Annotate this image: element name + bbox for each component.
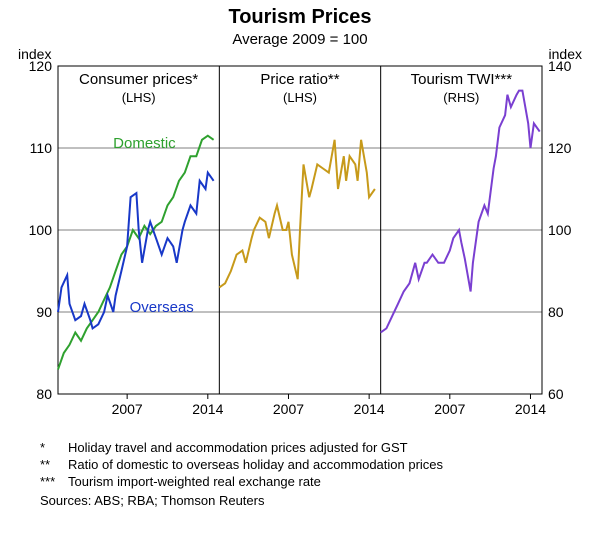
panel-sub: (LHS) (122, 90, 156, 105)
footnote: **Ratio of domestic to overseas holiday … (40, 457, 600, 472)
lhs-tick: 100 (29, 222, 53, 238)
chart-subtitle: Average 2009 = 100 (0, 31, 600, 48)
footnote-mark: * (40, 440, 68, 455)
series-label: Overseas (130, 299, 194, 316)
x-tick: 2007 (434, 401, 465, 417)
rhs-tick: 80 (548, 304, 564, 320)
footnote-text: Ratio of domestic to overseas holiday an… (68, 457, 568, 472)
lhs-tick: 90 (36, 304, 52, 320)
footnote: ***Tourism import-weighted real exchange… (40, 474, 600, 489)
footnote: *Holiday travel and accommodation prices… (40, 440, 600, 455)
footnote-mark: ** (40, 457, 68, 472)
series-ratio (219, 140, 375, 288)
footnote-mark: *** (40, 474, 68, 489)
footnotes: *Holiday travel and accommodation prices… (40, 440, 600, 489)
x-tick: 2014 (354, 401, 385, 417)
panel-title: Consumer prices* (79, 71, 198, 88)
x-tick: 2014 (192, 401, 223, 417)
panel-sub: (LHS) (283, 90, 317, 105)
rhs-tick: 100 (548, 222, 572, 238)
rhs-tick: 60 (548, 386, 564, 402)
panel-sub: (RHS) (443, 90, 479, 105)
series-twi (381, 91, 540, 333)
lhs-tick: 110 (30, 140, 53, 156)
panel-title: Price ratio** (260, 71, 339, 88)
series-label: Domestic (113, 135, 176, 152)
left-axis-label: index (18, 46, 51, 62)
footnote-text: Tourism import-weighted real exchange ra… (68, 474, 568, 489)
chart-title: Tourism Prices (0, 6, 600, 29)
right-axis-label: index (549, 46, 582, 62)
plot-svg: Consumer prices* (LHS) 2007 2014 Domestic Ove… (20, 52, 580, 432)
tourism-prices-chart: Tourism Prices Average 2009 = 100 index … (0, 6, 600, 508)
x-tick: 2014 (515, 401, 546, 417)
x-tick: 2007 (112, 401, 143, 417)
footnote-text: Holiday travel and accommodation prices … (68, 440, 568, 455)
panel-title: Tourism TWI*** (411, 71, 513, 88)
lhs-tick: 80 (36, 386, 52, 402)
series-domestic (58, 136, 214, 370)
plot-area: index index Consumer prices*(LHS)2007201… (20, 52, 580, 432)
x-tick: 2007 (273, 401, 304, 417)
sources: Sources: ABS; RBA; Thomson Reuters (40, 493, 600, 508)
rhs-tick: 120 (548, 140, 572, 156)
